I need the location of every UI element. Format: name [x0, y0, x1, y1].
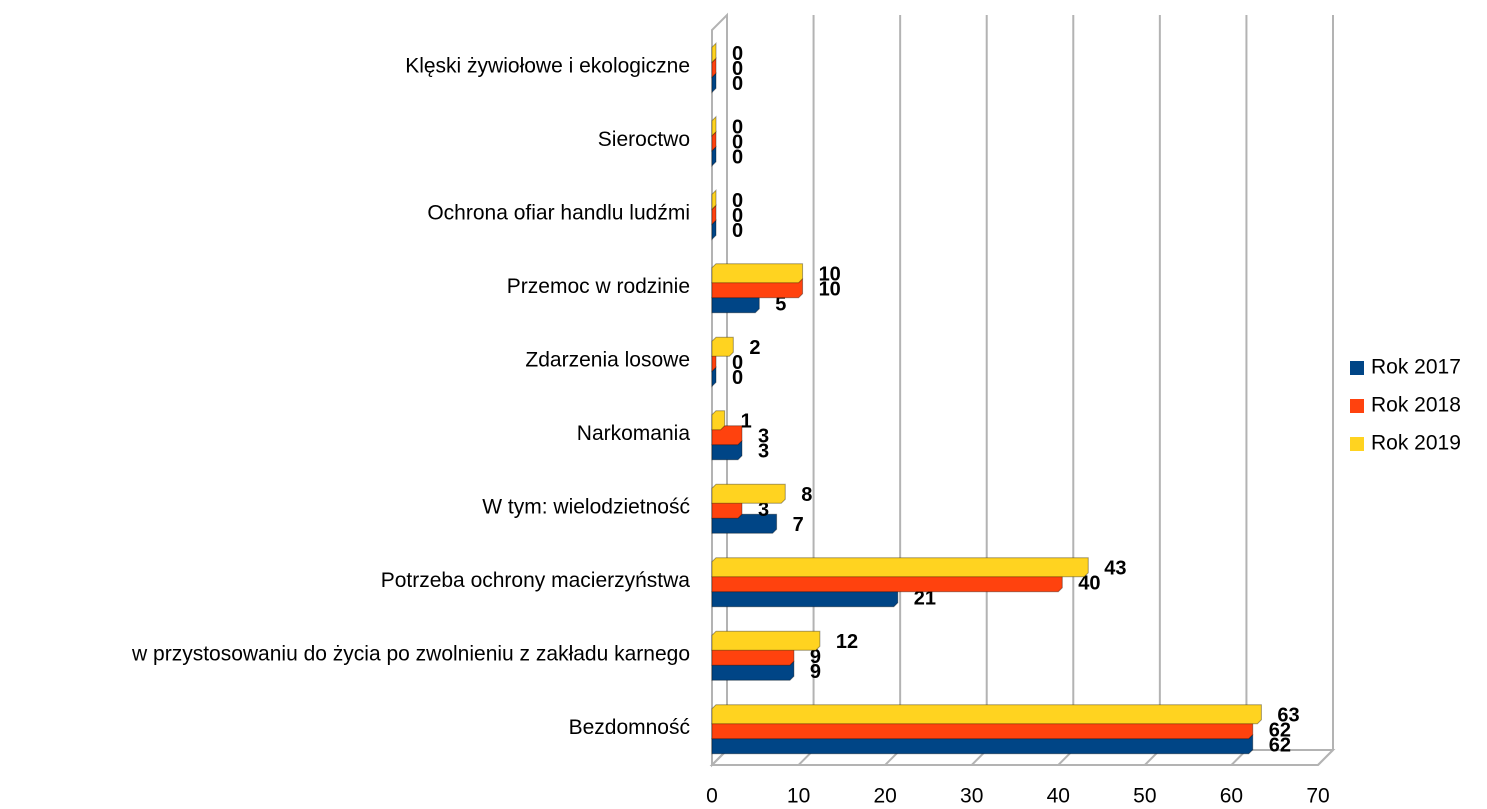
value-label: 8 — [801, 484, 812, 506]
value-label: 0 — [732, 367, 743, 389]
value-label: 62 — [1269, 735, 1291, 757]
value-label: 0 — [732, 43, 743, 65]
value-label: 62 — [1269, 720, 1291, 742]
x-tick-label: 70 — [1306, 785, 1329, 808]
value-label: 12 — [836, 631, 858, 653]
y-tick-label: Zdarzenia losowe — [525, 348, 690, 371]
bar — [711, 42, 717, 64]
value-label: 0 — [732, 132, 743, 154]
value-label: 0 — [732, 73, 743, 95]
legend-label: Rok 2017 — [1371, 356, 1461, 379]
value-label: 0 — [732, 205, 743, 227]
legend-label: Rok 2018 — [1371, 394, 1461, 417]
y-tick-label: Sieroctwo — [598, 128, 690, 151]
value-label: 3 — [758, 426, 769, 448]
grid-line — [1230, 15, 1248, 766]
grid-line — [1144, 15, 1161, 766]
value-label: 40 — [1078, 573, 1100, 595]
value-label: 43 — [1104, 558, 1126, 580]
y-tick-label: Bezdomność — [569, 716, 690, 739]
bar — [711, 263, 804, 284]
grid-line — [971, 15, 988, 766]
bar — [711, 483, 786, 504]
value-label: 21 — [914, 588, 936, 610]
x-tick-label: 40 — [1047, 785, 1070, 808]
bar — [711, 630, 821, 651]
y-tick-label: W tym: wielodzietność — [482, 495, 690, 518]
value-label: 3 — [758, 441, 769, 463]
value-label: 63 — [1277, 705, 1299, 727]
value-label: 5 — [775, 294, 786, 316]
value-label: 10 — [819, 279, 841, 301]
x-tick-label: 50 — [1133, 785, 1156, 808]
y-tick-label: w przystosowaniu do życia po zwolnieniu … — [131, 642, 690, 665]
bar — [711, 410, 726, 431]
grid-line — [884, 15, 902, 766]
bar — [711, 115, 717, 137]
value-label: 0 — [732, 147, 743, 169]
y-tick-label: Potrzeba ochrony macierzyństwa — [381, 569, 691, 592]
value-label: 7 — [793, 514, 804, 536]
value-label: 3 — [758, 499, 769, 521]
x-tick-label: 60 — [1220, 785, 1243, 808]
x-tick-label: 10 — [787, 785, 810, 808]
bar — [711, 189, 717, 211]
value-label: 1 — [741, 411, 752, 433]
legend-swatch — [1350, 437, 1364, 451]
bar — [711, 704, 1262, 725]
value-label: 0 — [732, 58, 743, 80]
value-label: 2 — [749, 337, 760, 359]
value-label: 0 — [732, 352, 743, 374]
value-label: 0 — [732, 117, 743, 139]
bar — [711, 336, 734, 357]
x-tick-label: 0 — [706, 785, 718, 808]
grid-line — [1057, 15, 1075, 766]
x-tick-label: 30 — [960, 785, 983, 808]
value-label: 0 — [732, 190, 743, 212]
x-tick-label: 20 — [873, 785, 896, 808]
value-label: 9 — [810, 646, 821, 668]
grid-line — [1317, 15, 1334, 766]
value-label: 0 — [732, 220, 743, 242]
legend-swatch — [1350, 361, 1364, 375]
legend-swatch — [1350, 399, 1364, 413]
bar — [711, 557, 1089, 578]
value-label: 9 — [810, 661, 821, 683]
y-tick-label: Ochrona ofiar handlu ludźmi — [427, 201, 690, 224]
value-label: 10 — [819, 264, 841, 286]
legend-label: Rok 2019 — [1371, 432, 1461, 455]
y-tick-label: Przemoc w rodzinie — [507, 275, 690, 298]
y-tick-label: Klęski żywiołowe i ekologiczne — [405, 54, 690, 77]
y-tick-label: Narkomania — [577, 422, 691, 445]
